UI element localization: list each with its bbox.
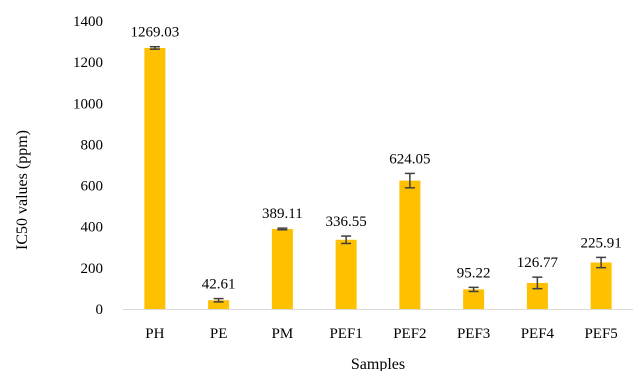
bar-pef2 [399,180,421,309]
error-bar [532,276,543,290]
data-label: 42.61 [202,277,236,293]
error-bar [277,227,288,231]
bar-pm [271,228,293,309]
y-tick-label: 200 [81,261,104,277]
x-axis-ticks: PH PE PM PEF1 PEF2 PEF3 PEF4 PEF5 [145,326,618,342]
data-label: 126.77 [517,255,559,271]
error-bar [468,286,479,293]
bar-pef3 [463,289,485,309]
y-tick-label: 400 [81,220,104,236]
error-bar [213,297,224,303]
bar-ph [144,47,166,309]
error-bar [596,256,607,269]
data-label: 389.11 [262,206,303,222]
bar-pef1 [335,239,357,309]
y-tick-label: 1000 [73,96,103,112]
data-label: 95.22 [457,265,491,281]
error-bar [341,235,352,245]
error-bar [404,172,415,189]
bar-pe [208,300,230,309]
x-tick-label: PEF4 [521,326,555,342]
x-tick-label: PEF2 [393,326,426,342]
bars [144,47,612,309]
error-bar [149,45,160,50]
bar-pef4 [526,282,548,309]
error-bars [149,45,607,303]
x-tick-label: PEF1 [329,326,362,342]
y-tick-label: 1200 [73,55,103,71]
x-tick-label: PH [145,326,164,342]
data-label: 336.55 [326,214,367,230]
x-tick-label: PE [210,326,228,342]
y-tick-label: 800 [81,137,104,153]
y-tick-label: 1400 [73,14,103,30]
y-axis-ticks: 0 200 400 600 800 1000 1200 1400 [73,14,103,318]
y-axis-title: IC50 values (ppm) [14,130,31,250]
bar-pef5 [590,262,612,309]
data-label: 624.05 [389,151,430,167]
x-tick-label: PEF5 [584,326,617,342]
x-tick-label: PEF3 [457,326,490,342]
y-tick-label: 0 [96,302,104,318]
y-tick-label: 600 [81,179,104,195]
x-tick-label: PM [272,326,294,342]
x-axis-title: Samples [351,356,405,371]
data-label: 1269.03 [131,25,180,41]
data-label: 225.91 [581,235,622,251]
data-labels: 1269.03 42.61 389.11 336.55 624.05 95.22 126.7… [131,25,622,293]
